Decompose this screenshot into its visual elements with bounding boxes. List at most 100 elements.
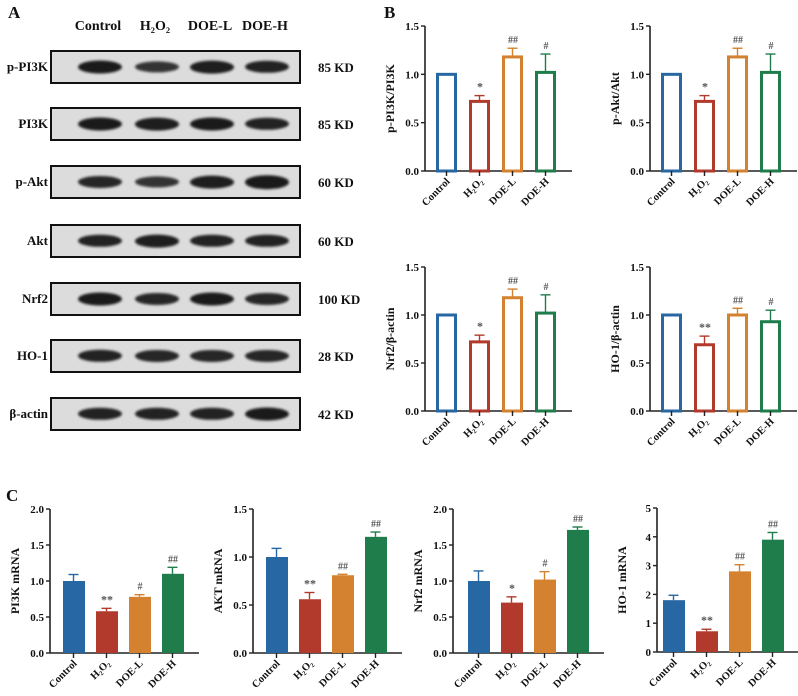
- y-tick-label: 0.5: [405, 358, 419, 370]
- chart-3: 0.0 0.5 1.0 1.5 HO-1/β-actin Control ** H₂O₂ ## D…: [608, 262, 797, 449]
- y-axis-label: HO-1 mRNA: [615, 546, 629, 614]
- y-tick-label: 1.5: [30, 540, 44, 552]
- blot-strip: [50, 224, 301, 258]
- bar: [760, 320, 781, 413]
- y-tick-label: 1.5: [433, 540, 447, 552]
- bar: [727, 55, 748, 173]
- blot-strip: [50, 107, 301, 141]
- protein-band: [78, 117, 122, 131]
- significance-mark: ##: [733, 35, 743, 46]
- y-tick-label: 0.0: [405, 406, 419, 418]
- y-tick-label: 1.5: [630, 262, 644, 274]
- molecular-weight-label: 60 KD: [318, 234, 354, 249]
- bar: [63, 581, 85, 653]
- protein-label: p-Akt: [15, 174, 48, 189]
- y-tick-label: 1.5: [405, 262, 419, 274]
- protein-band: [190, 349, 234, 363]
- lane-header: DOE-H: [242, 19, 288, 34]
- protein-label: β-actin: [9, 406, 48, 421]
- significance-mark: #: [544, 41, 549, 52]
- bar: [162, 573, 184, 653]
- chart-2: 0.0 0.5 1.0 1.5 Nrf2/β-actin Control * H₂O₂ ## DO…: [383, 262, 572, 449]
- y-tick-label: 1.5: [233, 504, 247, 516]
- y-tick-label: 0.5: [433, 612, 447, 624]
- molecular-weight-label: 28 KD: [318, 349, 354, 364]
- bar: [332, 575, 354, 653]
- y-tick-label: 1.5: [405, 21, 419, 33]
- molecular-weight-label: 85 KD: [318, 117, 354, 132]
- molecular-weight-label: 100 KD: [318, 292, 361, 307]
- bar: [436, 72, 457, 173]
- bar: [760, 70, 781, 173]
- chart-4: 0.0 0.5 1.0 1.5 2.0 PI3K mRNA Control ** H₂O₂ # DO…: [8, 504, 199, 691]
- significance-mark: *: [477, 319, 483, 333]
- x-tick-label: DOE-H: [745, 176, 777, 208]
- x-tick-label: H₂O₂: [494, 658, 518, 682]
- chart-1: 0.0 0.5 1.0 1.5 p-Akt/Akt Control * H₂O₂ ## DOE-L…: [608, 21, 797, 209]
- y-tick-label: 1.5: [630, 21, 644, 33]
- significance-mark: ##: [768, 519, 778, 530]
- x-tick-label: DOE-H: [147, 658, 179, 690]
- x-tick-label: DOE-L: [317, 658, 348, 689]
- y-tick-label: 0.5: [405, 118, 419, 130]
- significance-mark: ##: [338, 561, 348, 572]
- bar: [727, 313, 748, 413]
- y-tick-label: 2.0: [433, 504, 447, 516]
- x-tick-label: H₂O₂: [89, 658, 113, 682]
- x-tick-label: DOE-H: [745, 416, 777, 448]
- x-tick-label: H₂O₂: [462, 176, 486, 200]
- x-tick-label: Control: [250, 658, 282, 690]
- protein-band: [135, 176, 179, 188]
- x-tick-label: DOE-L: [712, 176, 743, 207]
- bar: [96, 611, 118, 653]
- x-tick-label: Control: [452, 658, 484, 690]
- x-tick-label: H₂O₂: [292, 658, 316, 682]
- bar: [663, 600, 685, 652]
- significance-mark: ##: [508, 276, 518, 287]
- y-tick-label: 1.0: [433, 576, 447, 588]
- y-tick-label: 0.0: [630, 406, 644, 418]
- x-tick-label: DOE-H: [520, 176, 552, 208]
- protein-band: [190, 407, 234, 421]
- protein-label: p-PI3K: [6, 59, 48, 74]
- y-axis-label: HO-1/β-actin: [608, 305, 622, 373]
- bar: [299, 599, 321, 653]
- y-tick-label: 1.0: [405, 69, 419, 81]
- x-tick-label: H₂O₂: [687, 176, 711, 200]
- protein-band: [135, 117, 179, 131]
- y-tick-label: 0.0: [630, 166, 644, 178]
- lane-header: Control: [74, 19, 122, 34]
- protein-band: [245, 60, 289, 74]
- blot-strip: [50, 397, 301, 431]
- panel-label-a: A: [8, 3, 21, 22]
- significance-mark: ##: [168, 554, 178, 565]
- x-tick-label: Control: [420, 416, 452, 448]
- y-tick-label: 2: [646, 589, 652, 601]
- protein-band: [245, 292, 289, 306]
- y-axis-label: p-Akt/Akt: [608, 72, 622, 125]
- x-tick-label: Control: [647, 657, 679, 689]
- bar: [436, 313, 457, 413]
- x-tick-label: DOE-H: [747, 657, 779, 689]
- y-tick-label: 5: [646, 503, 652, 515]
- significance-mark: ##: [508, 35, 518, 46]
- y-tick-label: 1: [646, 618, 652, 630]
- x-tick-label: DOE-L: [114, 658, 145, 689]
- y-tick-label: 1.0: [405, 310, 419, 322]
- panel-label-b: B: [384, 3, 396, 22]
- chart-0: 0.0 0.5 1.0 1.5 p-PI3K/PI3K Control * H₂O₂ ## DOE…: [383, 21, 572, 209]
- significance-mark: ##: [573, 514, 583, 525]
- y-tick-label: 0: [646, 647, 652, 659]
- protein-band: [245, 117, 289, 131]
- protein-band: [245, 175, 289, 189]
- protein-band: [78, 234, 122, 248]
- bar: [266, 557, 288, 653]
- protein-label: Akt: [27, 233, 48, 248]
- bar: [694, 343, 715, 413]
- bar: [661, 313, 682, 413]
- protein-band: [135, 61, 179, 73]
- y-tick-label: 1.0: [630, 69, 644, 81]
- bar: [502, 296, 523, 413]
- x-tick-label: H₂O₂: [462, 416, 486, 440]
- x-tick-label: Control: [47, 658, 79, 690]
